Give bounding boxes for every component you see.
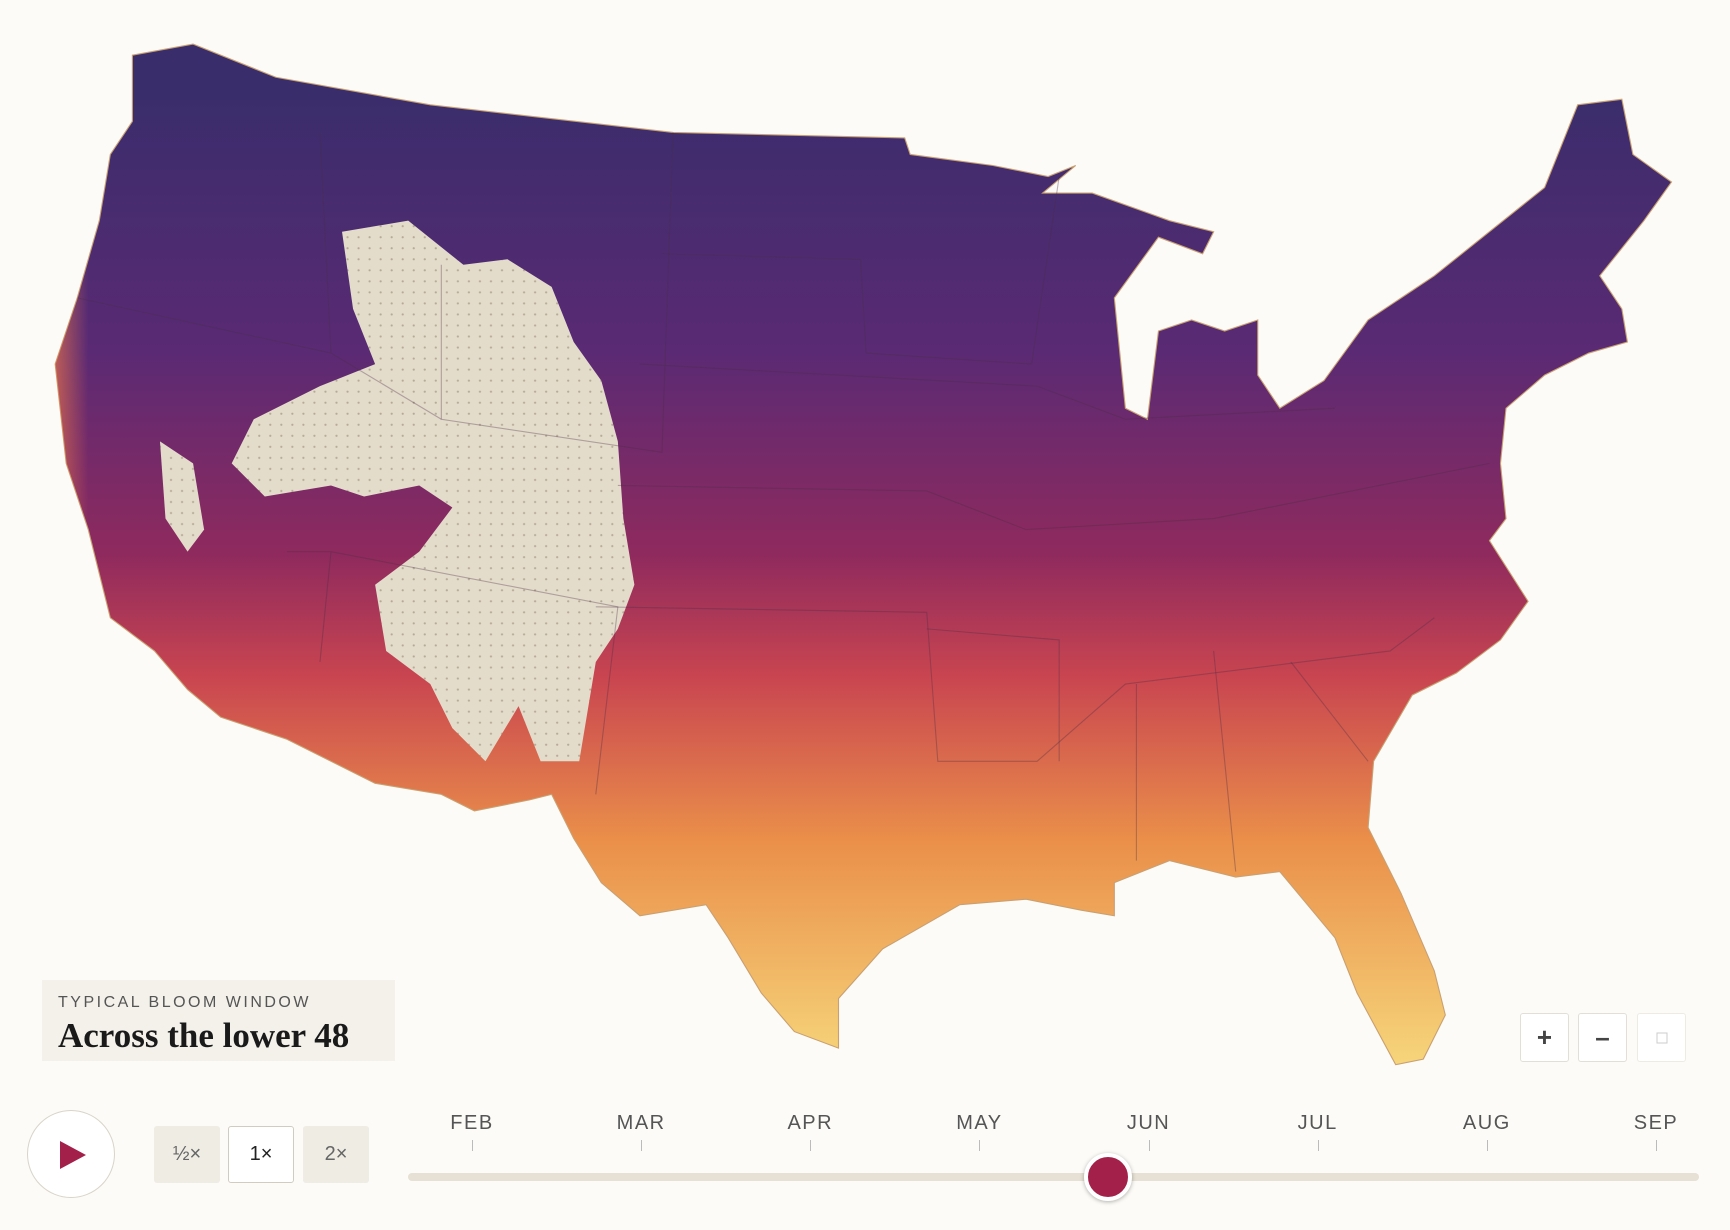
- month-label: JUN: [1126, 1112, 1171, 1134]
- high-elevation-no-bloom: [231, 220, 635, 762]
- timeline-thumb[interactable]: [1084, 1153, 1132, 1201]
- month-tick: [1486, 1140, 1488, 1151]
- month-label: AUG: [1462, 1112, 1511, 1134]
- month-tick: [1317, 1140, 1319, 1151]
- legend-kicker: TYPICAL BLOOM WINDOW: [58, 994, 311, 1011]
- month-tick: [1148, 1140, 1150, 1151]
- month-tick: [472, 1140, 473, 1151]
- state-borders: [77, 132, 1490, 872]
- month-label: JUL: [1297, 1112, 1338, 1134]
- speed-1x[interactable]: 1×: [228, 1126, 294, 1183]
- reset-icon: [1656, 1032, 1667, 1043]
- speed-2x[interactable]: 2×: [303, 1126, 369, 1183]
- no-bloom-nevada: [159, 441, 205, 552]
- play-icon: [60, 1141, 86, 1169]
- zoom-out[interactable]: –: [1578, 1013, 1627, 1062]
- zoom-reset[interactable]: [1637, 1013, 1686, 1062]
- month-tick: [641, 1140, 643, 1151]
- zoom-in[interactable]: +: [1520, 1013, 1569, 1062]
- bloom-map: [54, 43, 1673, 1066]
- month-label: APR: [787, 1112, 834, 1134]
- legend-title: Across the lower 48: [58, 1016, 350, 1055]
- month-label: MAY: [956, 1112, 1003, 1134]
- west-coast-warm: [55, 44, 331, 740]
- month-label: FEB: [450, 1112, 494, 1134]
- month-tick: [810, 1140, 812, 1151]
- month-tick: [979, 1140, 981, 1151]
- legend: TYPICAL BLOOM WINDOW Across the lower 48: [42, 980, 395, 1061]
- month-label: SEP: [1633, 1112, 1679, 1134]
- month-tick: [1656, 1140, 1657, 1151]
- play-button[interactable]: [27, 1110, 115, 1198]
- speed-half[interactable]: ½×: [154, 1126, 220, 1183]
- timeline-track[interactable]: [408, 1173, 1699, 1181]
- month-label: MAR: [616, 1112, 666, 1134]
- map-layer: [54, 43, 1673, 1066]
